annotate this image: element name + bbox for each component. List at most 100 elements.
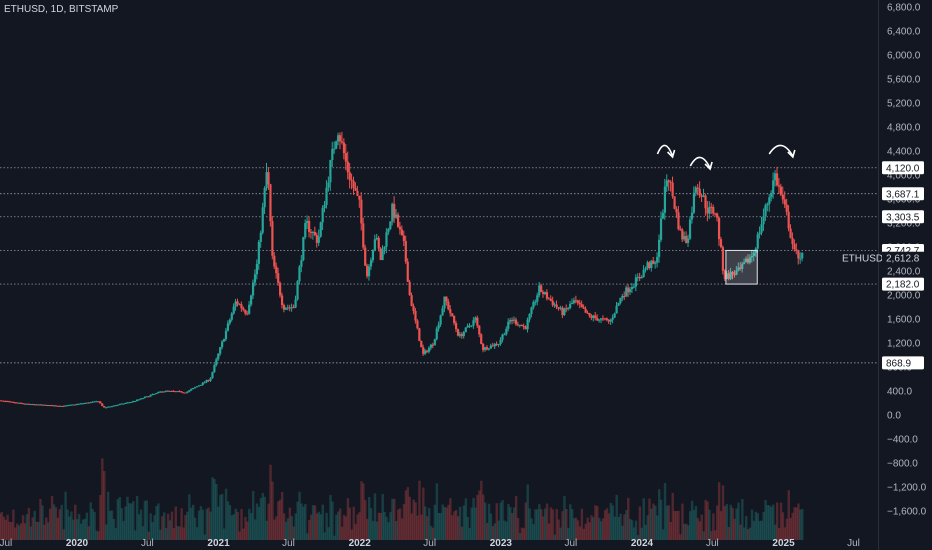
volume-bar — [638, 506, 642, 540]
candle-body — [526, 319, 529, 330]
candle-body — [617, 302, 620, 306]
volume-bar — [603, 510, 607, 540]
candle-body — [449, 309, 452, 314]
candle-body — [501, 334, 504, 340]
volume-bar — [211, 477, 214, 540]
volume-bar — [549, 507, 553, 540]
y-tick-label: −800.0 — [887, 459, 918, 470]
volume-bar — [52, 504, 56, 540]
x-tick-label: Jul — [282, 538, 295, 549]
candle-body — [164, 390, 168, 392]
candle-body — [478, 325, 481, 335]
volume-bar — [607, 513, 611, 540]
candle-body — [105, 407, 108, 409]
volume-bar — [381, 493, 384, 540]
candle-body — [19, 402, 23, 404]
candle-body — [652, 260, 655, 264]
volume-bar — [683, 523, 686, 540]
volume-bar — [81, 519, 85, 540]
candle-body — [298, 266, 301, 282]
candle-body — [195, 386, 199, 388]
candle-body — [497, 343, 500, 345]
volume-bar — [178, 526, 181, 540]
volume-bar — [489, 513, 493, 540]
candle-body — [244, 309, 247, 314]
candle-body — [192, 388, 195, 390]
volume-bar — [27, 507, 31, 540]
volume-bar — [33, 510, 36, 540]
candle-body — [557, 307, 560, 309]
candle-body — [335, 141, 338, 149]
volume-bar — [615, 494, 618, 540]
candle-body — [779, 186, 783, 195]
volume-bar — [404, 490, 408, 540]
volume-bar — [112, 518, 116, 540]
volume-bar — [412, 499, 415, 540]
candle-body — [151, 394, 154, 396]
volume-bar — [466, 516, 469, 540]
volume-bar — [315, 513, 319, 540]
candle-body — [101, 403, 104, 407]
candle-body — [321, 208, 324, 223]
candle-body — [89, 402, 92, 404]
volume-bar — [188, 494, 191, 540]
volume-bar — [323, 532, 326, 540]
candle-body — [327, 182, 330, 188]
candle-body — [538, 285, 541, 296]
candle-body — [37, 404, 40, 406]
candle-body — [799, 258, 802, 260]
volume-bar — [89, 502, 92, 540]
candle-body — [323, 204, 326, 209]
candle-body — [381, 249, 384, 261]
price-axis[interactable]: 6,800.0 6,400.0 6,000.0 5,600.0 5,200.0 4,800… — [882, 3, 927, 518]
candle-body — [333, 148, 336, 150]
consolidation-box[interactable] — [725, 249, 758, 285]
volume-bar — [39, 498, 42, 540]
candle-body — [277, 273, 280, 283]
candle-body — [627, 287, 630, 293]
candle-body — [687, 238, 690, 243]
candle-body — [6, 401, 9, 403]
candle-body — [681, 229, 684, 240]
volume-bar — [308, 520, 311, 540]
volume-bar — [366, 518, 369, 540]
candle-body — [79, 403, 83, 405]
candle-body — [644, 268, 647, 270]
volume-bar — [163, 512, 166, 540]
volume-bar — [619, 513, 622, 540]
candle-body — [654, 262, 657, 264]
time-axis[interactable]: Jul 2020 Jul 2021 Jul 2022 Jul 2023 Jul 2024 Jul 20… — [0, 538, 860, 549]
candle-body — [31, 404, 34, 406]
candle-body — [290, 307, 293, 309]
candle-body — [217, 353, 220, 360]
candle-body — [76, 404, 79, 406]
candle-body — [329, 160, 332, 183]
candle-body — [43, 404, 46, 406]
volume-bar — [199, 506, 203, 540]
volume-bar — [799, 509, 802, 540]
candle-body — [511, 319, 514, 321]
volume-bar — [567, 528, 570, 540]
volume-bar — [246, 521, 249, 540]
candle-body — [690, 212, 694, 220]
volume-bar — [646, 515, 649, 540]
volume-bar — [754, 511, 758, 540]
volume-bar — [768, 505, 771, 540]
volume-bar — [605, 508, 609, 540]
candle-body — [671, 182, 674, 197]
candle-body — [379, 248, 382, 261]
candle-body — [110, 406, 114, 408]
volume-bar — [373, 493, 377, 540]
volume-bar — [437, 512, 440, 540]
candle-body — [530, 307, 533, 314]
volume-bar — [354, 524, 357, 540]
volume-bar — [501, 499, 504, 540]
volume-bar — [716, 505, 719, 540]
volume-bar — [224, 488, 228, 540]
level-tag — [882, 187, 924, 201]
volume-bar — [352, 506, 355, 540]
candle-body — [598, 319, 601, 321]
volume-bar — [95, 530, 98, 540]
volume-bar — [750, 509, 754, 540]
